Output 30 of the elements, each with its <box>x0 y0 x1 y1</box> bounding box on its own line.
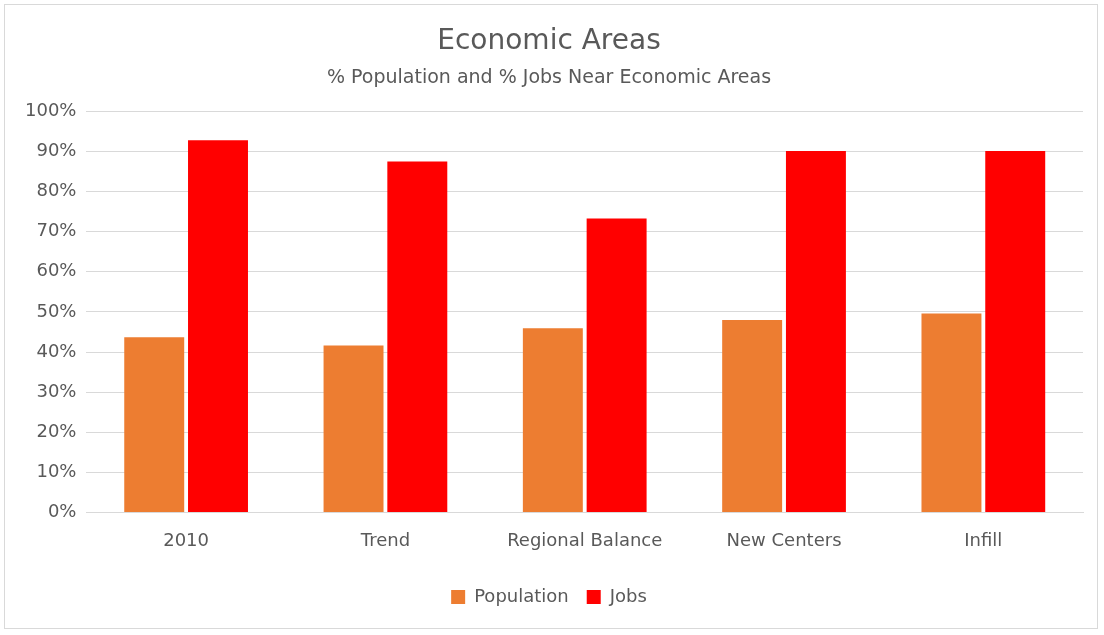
chart-title: Economic Areas <box>437 23 661 57</box>
y-tick-label: 10% <box>36 459 77 481</box>
y-tick-label: 40% <box>36 339 77 361</box>
y-tick-label: 20% <box>36 419 77 441</box>
chart-subtitle: % Population and % Jobs Near Economic Areas <box>326 64 772 87</box>
x-tick-label: Regional Balance <box>507 528 663 550</box>
legend-label: Population <box>474 584 569 606</box>
y-tick-label: 60% <box>36 259 77 281</box>
y-tick-label: 70% <box>36 219 77 241</box>
bar <box>188 140 248 512</box>
y-tick-label: 30% <box>36 379 77 401</box>
bar <box>586 218 647 512</box>
bar <box>722 319 783 512</box>
bar <box>921 313 982 512</box>
y-tick-label: 80% <box>36 179 77 201</box>
bar <box>387 161 448 512</box>
legend-label: Jobs <box>608 584 647 606</box>
x-tick-label: Infill <box>964 528 1003 550</box>
y-tick-label: 50% <box>36 299 77 321</box>
y-tick-label: 90% <box>36 139 77 161</box>
y-tick-label: 100% <box>24 99 77 121</box>
bar <box>124 337 185 512</box>
x-tick-label: New Centers <box>726 528 842 550</box>
x-tick-label: 2010 <box>163 528 210 550</box>
x-tick-label: Trend <box>359 528 411 550</box>
bar <box>323 345 384 512</box>
bar <box>985 151 1046 512</box>
bar <box>522 328 583 512</box>
bar <box>785 151 846 512</box>
y-tick-label: 0% <box>47 500 77 522</box>
